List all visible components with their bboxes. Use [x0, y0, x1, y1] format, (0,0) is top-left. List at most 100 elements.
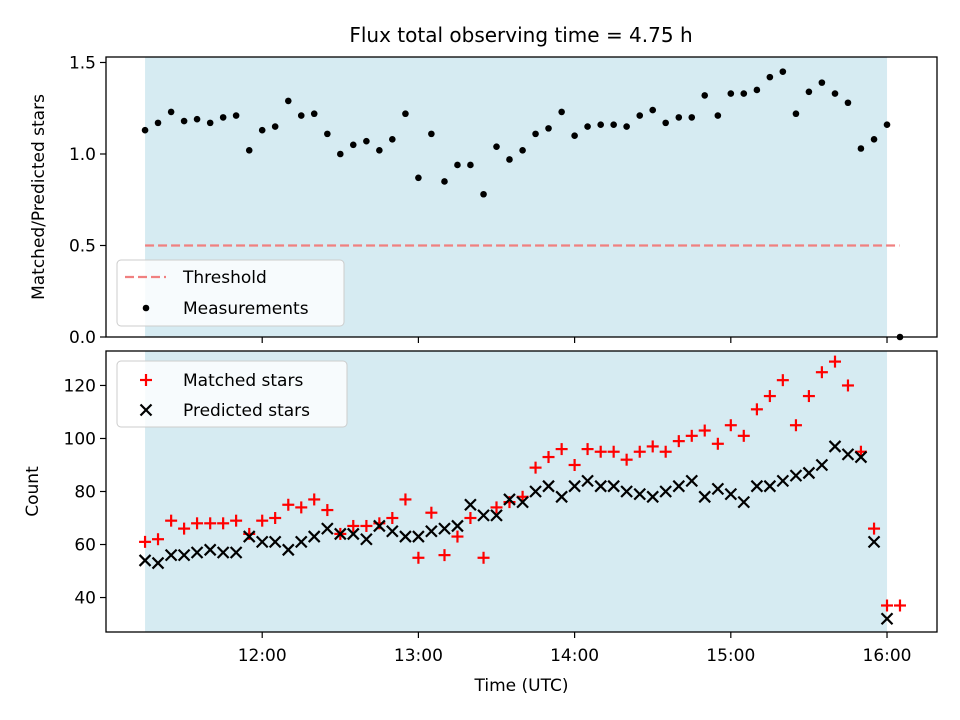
predicted-star-marker [399, 530, 412, 543]
measurement-point [506, 156, 513, 163]
measurement-point [402, 110, 409, 118]
predicted-star-marker [321, 522, 334, 535]
predicted-star-marker [242, 530, 256, 543]
predicted-star-marker [698, 490, 712, 504]
ratio-legend-box [116, 259, 345, 327]
y-tick-label: 120 [64, 376, 96, 396]
matched-star-marker [152, 533, 165, 546]
x-tick-label: 13:00 [394, 646, 443, 666]
measurement-point [831, 90, 839, 97]
predicted-star-marker [412, 530, 425, 543]
marker-stroke [529, 485, 542, 498]
marker-stroke [711, 482, 725, 496]
matched-star-marker [139, 535, 152, 548]
measurement-point [844, 99, 852, 107]
matched-star-marker [737, 429, 750, 442]
measurement-point [805, 88, 813, 96]
matched-star-marker [841, 379, 854, 392]
marker-stroke [802, 466, 816, 480]
measurement-point [167, 108, 175, 116]
predicted-star-marker [672, 479, 686, 493]
matched-star-marker [347, 519, 360, 532]
measurement-point [493, 143, 500, 150]
predicted-star-marker [373, 519, 386, 533]
predicted-star-marker [763, 479, 777, 493]
predicted-star-marker [646, 490, 659, 504]
measurement-point [870, 136, 878, 143]
matched-star-marker [230, 514, 243, 527]
matched-star-marker [308, 493, 321, 506]
marker-stroke [516, 495, 529, 509]
matched-star-marker [672, 435, 685, 448]
matched-star-marker [360, 519, 373, 532]
ratio-x-ticks [261, 337, 888, 343]
predicted-star-marker [542, 479, 555, 493]
marker-stroke [399, 530, 412, 543]
predicted-star-marker [880, 612, 894, 626]
marker-stroke [425, 524, 438, 538]
marker-stroke [672, 479, 686, 493]
y-tick-label: 0.5 [69, 236, 96, 256]
count-legend: Matched stars Predicted stars [116, 360, 348, 428]
matched-star-marker [490, 501, 503, 514]
matched-star-marker [646, 440, 659, 453]
count-y-axis: 40 60 80 100 120 [64, 376, 106, 609]
marker-stroke [815, 458, 829, 472]
matched-star-marker [140, 374, 152, 386]
matched-star-marker [711, 437, 724, 450]
count-x-axis: 12:00 13:00 14:00 15:00 16:00 [238, 632, 912, 666]
marker-stroke [242, 530, 256, 543]
matched-star-marker [217, 517, 230, 530]
measurement-point [779, 68, 787, 75]
matched-star-marker [204, 517, 217, 530]
ratio-panel: 0.0 0.5 1.0 1.5 Matched/Predicted stars Thr… [29, 53, 938, 348]
measurement-point [154, 119, 162, 127]
matched-star-marker [282, 498, 295, 511]
marker-stroke [724, 487, 738, 501]
predicted-star-marker [294, 535, 308, 549]
measurement-point [766, 73, 774, 81]
predicted-star-marker [216, 546, 230, 559]
predicted-star-marker [138, 554, 152, 567]
marker-stroke [451, 519, 464, 533]
marker-stroke [294, 535, 308, 549]
matched-star-marker [828, 355, 841, 368]
predicted-star-marker [594, 479, 607, 493]
matched-star-marker [868, 522, 881, 535]
x-tick-label: 12:00 [238, 646, 287, 666]
matched-star-marker [269, 512, 282, 525]
predicted-star-marker [581, 474, 594, 488]
measurements-legend-marker [142, 304, 150, 312]
marker-stroke [177, 548, 191, 562]
measurement-point [258, 126, 266, 134]
marker-stroke [646, 490, 659, 504]
matched-star-marker [620, 453, 633, 466]
marker-stroke [268, 535, 282, 549]
marker-stroke [607, 479, 620, 493]
ratio-legend: Threshold Measurements [116, 259, 345, 327]
predicted-star-marker [360, 532, 373, 546]
predicted-star-marker [750, 479, 764, 493]
matched-star-marker [295, 501, 308, 514]
marker-stroke [490, 509, 503, 522]
marker-stroke [255, 535, 269, 549]
predicted-star-marker [490, 509, 503, 522]
predicted-legend-label: Predicted stars [183, 401, 310, 421]
matched-star-marker [451, 530, 464, 543]
predicted-star-marker [177, 548, 191, 562]
measurement-point [662, 119, 669, 127]
predicted-star-marker [307, 530, 321, 543]
predicted-star-marker [229, 546, 243, 559]
count-panel: 40 60 80 100 120 12:00 13:00 14:00 15:00 16:00 C… [23, 350, 938, 696]
marker-stroke [386, 524, 399, 538]
matched-star-marker [568, 458, 581, 471]
marker-stroke [282, 543, 295, 557]
matched-star-marker [724, 419, 737, 432]
matched-star-marker [438, 549, 451, 562]
predicted-star-marker [151, 556, 165, 570]
count-y-axis-label: Count [23, 466, 43, 517]
marker-stroke [542, 479, 555, 493]
predicted-star-marker [607, 479, 620, 493]
matched-legend-marker [140, 374, 152, 386]
predicted-star-marker [841, 448, 855, 461]
